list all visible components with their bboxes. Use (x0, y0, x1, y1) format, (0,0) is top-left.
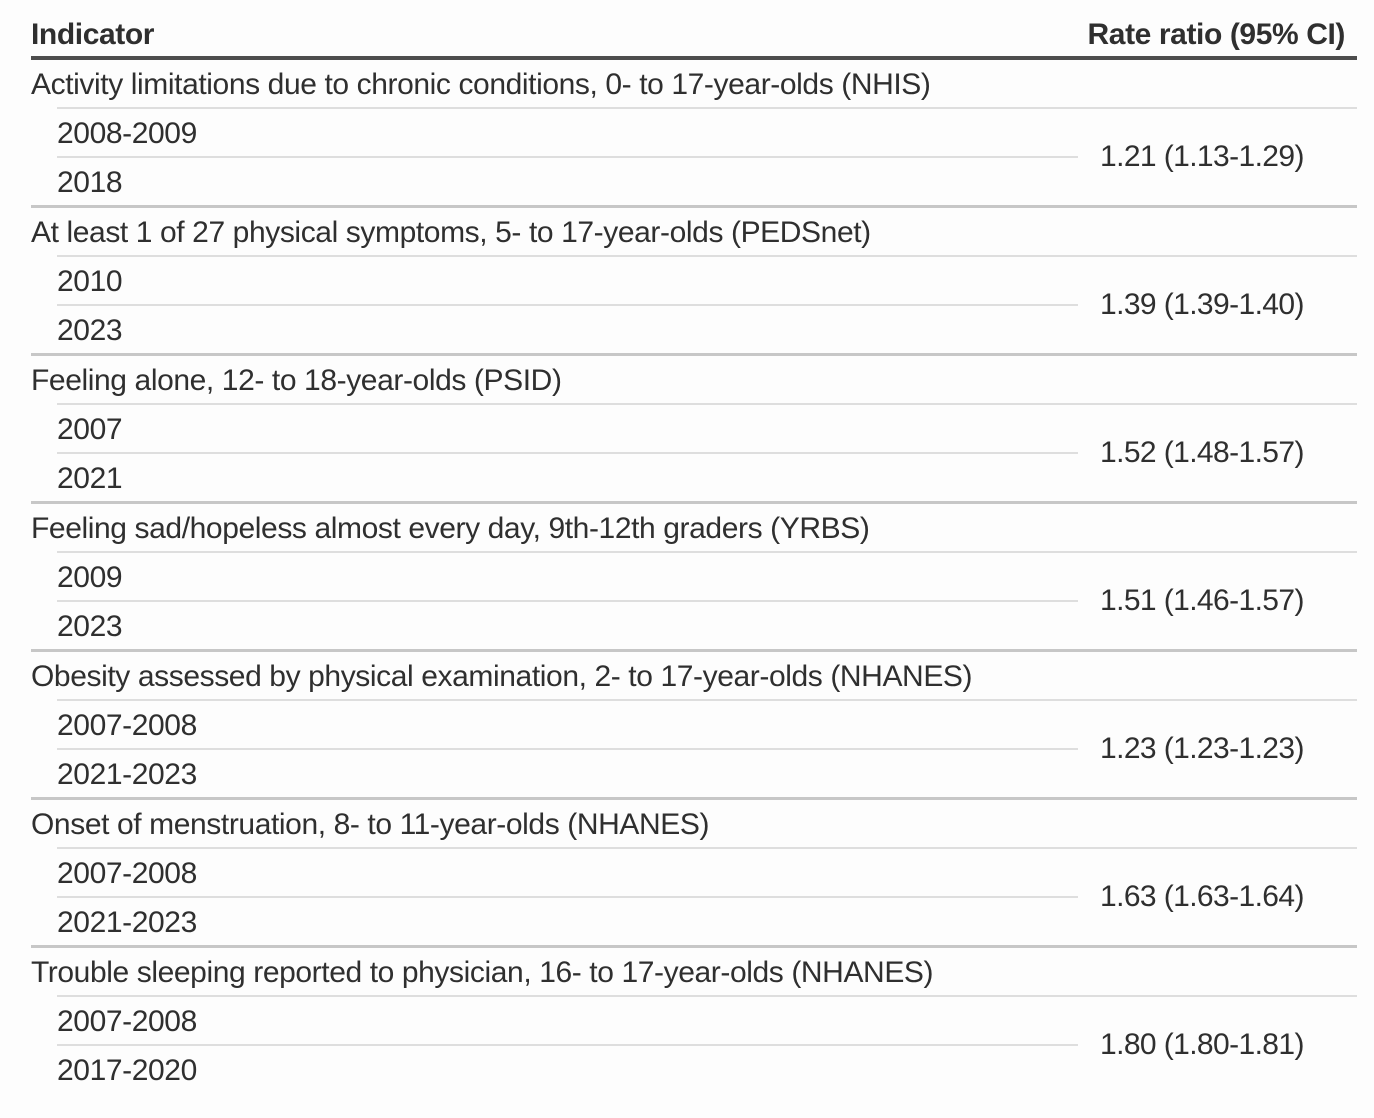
rate-ratio-column-header: Rate ratio (95% CI) (1087, 18, 1346, 51)
rate-ratio-value: 1.23 (1.23-1.23) (1100, 732, 1304, 765)
period-row-baseline: 2008-2009 (57, 117, 197, 150)
rate-ratio-value: 1.21 (1.13-1.29) (1100, 140, 1304, 173)
indicator-label: Obesity assessed by physical examination… (31, 660, 973, 693)
table-header: Indicator Rate ratio (95% CI) (31, 0, 1357, 60)
indicator-group: Obesity assessed by physical examination… (31, 652, 1357, 800)
indicator-label: Feeling sad/hopeless almost every day, 9… (31, 512, 870, 545)
indicator-label: Onset of menstruation, 8- to 11-year-old… (31, 808, 710, 841)
indicator-group: Feeling alone, 12- to 18-year-olds (PSID… (31, 356, 1357, 504)
indicator-group: Onset of menstruation, 8- to 11-year-old… (31, 800, 1357, 948)
row-divider (57, 156, 1078, 158)
period-row-recent: 2021-2023 (57, 758, 197, 791)
indicator-periods: 2007 2021 1.52 (1.48-1.57) (57, 403, 1357, 501)
rate-ratio-value: 1.51 (1.46-1.57) (1100, 584, 1304, 617)
rate-ratio-value: 1.80 (1.80-1.81) (1100, 1028, 1304, 1061)
period-row-recent: 2017-2020 (57, 1054, 197, 1087)
indicator-periods: 2007-2008 2021-2023 1.23 (1.23-1.23) (57, 699, 1357, 797)
indicator-group: Activity limitations due to chronic cond… (31, 60, 1357, 208)
row-divider (57, 600, 1078, 602)
indicator-label: Trouble sleeping reported to physician, … (31, 956, 934, 989)
row-divider (57, 896, 1078, 898)
indicator-column-header: Indicator (31, 18, 155, 51)
period-row-recent: 2021-2023 (57, 906, 197, 939)
period-row-baseline: 2007-2008 (57, 1005, 197, 1038)
row-divider (57, 452, 1078, 454)
period-row-baseline: 2007-2008 (57, 857, 197, 890)
indicator-group: Trouble sleeping reported to physician, … (31, 948, 1357, 1093)
indicator-group: At least 1 of 27 physical symptoms, 5- t… (31, 208, 1357, 356)
row-divider (57, 1044, 1078, 1046)
indicator-label: Feeling alone, 12- to 18-year-olds (PSID… (31, 364, 562, 397)
indicator-periods: 2009 2023 1.51 (1.46-1.57) (57, 551, 1357, 649)
period-row-recent: 2021 (57, 462, 123, 495)
indicator-periods: 2008-2009 2018 1.21 (1.13-1.29) (57, 107, 1357, 205)
period-row-baseline: 2007-2008 (57, 709, 197, 742)
period-row-baseline: 2010 (57, 265, 123, 298)
period-row-baseline: 2009 (57, 561, 123, 594)
indicator-group: Feeling sad/hopeless almost every day, 9… (31, 504, 1357, 652)
indicator-label: Activity limitations due to chronic cond… (31, 68, 931, 101)
rate-ratio-value: 1.52 (1.48-1.57) (1100, 436, 1304, 469)
period-row-recent: 2018 (57, 166, 123, 199)
rate-ratio-value: 1.39 (1.39-1.40) (1100, 288, 1304, 321)
row-divider (57, 304, 1078, 306)
period-row-baseline: 2007 (57, 413, 123, 446)
rate-ratio-value: 1.63 (1.63-1.64) (1100, 880, 1304, 913)
indicator-label: At least 1 of 27 physical symptoms, 5- t… (31, 216, 871, 249)
indicator-periods: 2010 2023 1.39 (1.39-1.40) (57, 255, 1357, 353)
indicator-periods: 2007-2008 2021-2023 1.63 (1.63-1.64) (57, 847, 1357, 945)
period-row-recent: 2023 (57, 610, 123, 643)
row-divider (57, 748, 1078, 750)
indicator-periods: 2007-2008 2017-2020 1.80 (1.80-1.81) (57, 995, 1357, 1093)
period-row-recent: 2023 (57, 314, 123, 347)
